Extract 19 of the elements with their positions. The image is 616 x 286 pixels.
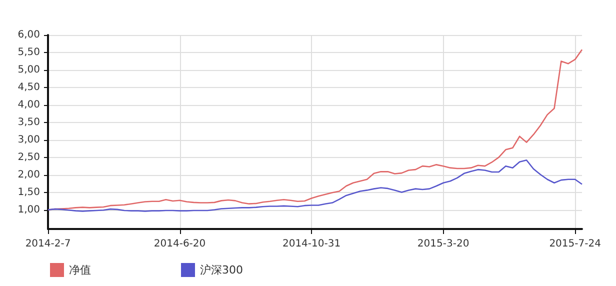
y-tick-label: 6,00 (18, 30, 40, 40)
y-tick-label: 1,50 (18, 186, 40, 198)
y-tick-label: 5,50 (18, 46, 40, 58)
y-tick-label: 2,00 (18, 169, 40, 180)
line-series (47, 159, 583, 212)
x-tick-label: 2014-6-20 (154, 238, 206, 250)
y-tick-label: 4,00 (18, 99, 40, 110)
x-tick-label: 2014-10-31 (282, 238, 341, 250)
x-tick-label: 2015-3-20 (417, 238, 470, 250)
legend-label: 净值 (69, 264, 91, 276)
y-tick-label: 3,50 (18, 116, 40, 128)
y-tick-label: 5,00 (18, 64, 40, 76)
y-tick-label: 3,00 (18, 134, 40, 146)
y-tick-label: 2,50 (18, 152, 40, 163)
legend-label: 沪深300 (200, 264, 243, 276)
x-tick-label: 2014-2-7 (25, 238, 71, 250)
y-tick-label: 1,00 (18, 204, 40, 216)
y-tick-label: 4,50 (18, 82, 40, 93)
x-tick-label: 2015-7-24 (549, 238, 601, 250)
